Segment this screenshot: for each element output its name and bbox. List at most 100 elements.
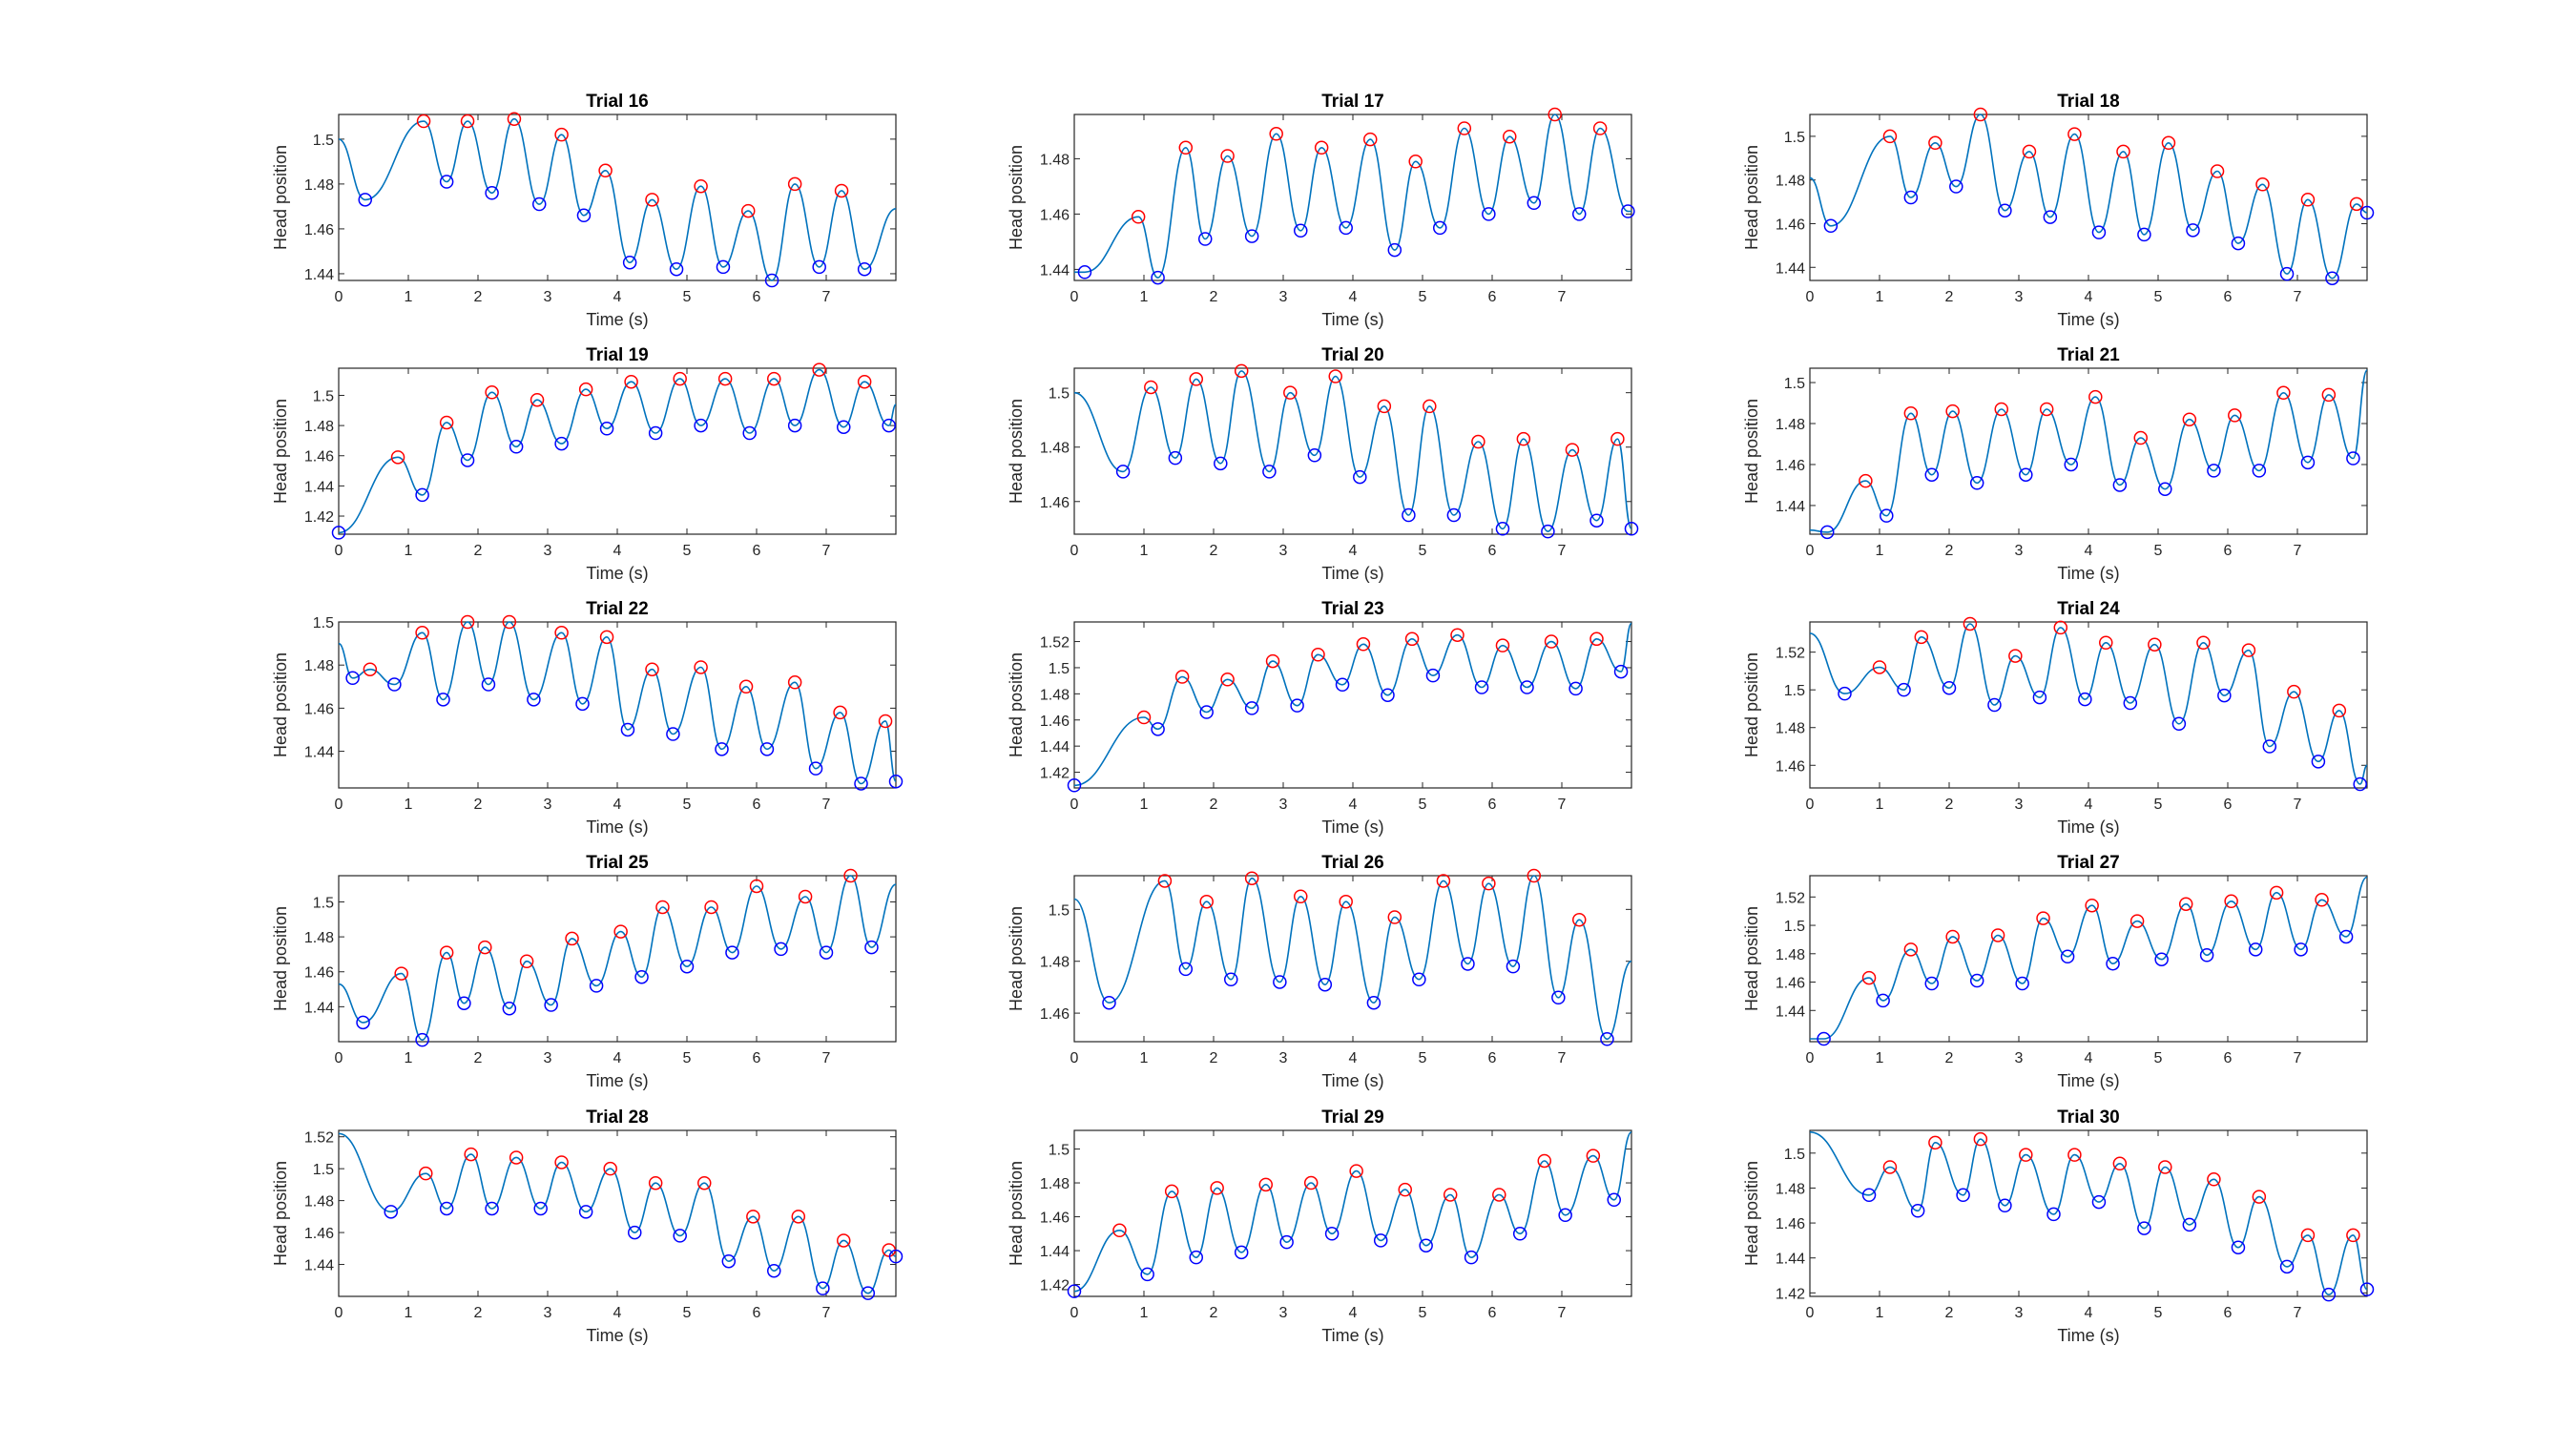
chart-panel: Trial 20 0 1 2 3 4 5 6 7 1.46 1.48 1.5 Time (s) Head … — [1007, 345, 1639, 583]
plot-area — [338, 367, 897, 535]
trough-marker — [767, 1263, 781, 1278]
trough-marker — [1924, 976, 1939, 991]
x-tick-label: 1 — [1876, 797, 1884, 813]
chart-title: Trial 23 — [1321, 599, 1384, 619]
peak-marker — [2036, 911, 2050, 925]
y-tick-label: 1.46 — [1040, 495, 1070, 511]
trough-marker — [1140, 1267, 1154, 1282]
peak-marker — [833, 705, 847, 720]
trough-marker — [669, 261, 684, 277]
chart-panel: Trial 28 0 1 2 3 4 5 6 7 1.44 1.46 1.48 1.5 1.52 Time … — [271, 1107, 904, 1345]
x-tick-label: 3 — [1279, 1050, 1288, 1066]
peak-marker — [519, 954, 534, 968]
peak-marker — [2276, 385, 2291, 401]
chart-panel: Trial 16 0 1 2 3 4 5 6 7 1.44 1.46 1.48 1.5 Time (s) H… — [271, 92, 897, 329]
peak-marker — [530, 392, 545, 407]
y-tick-label: 1.48 — [1040, 441, 1070, 457]
trough-marker — [812, 259, 826, 275]
trough-marker — [1495, 522, 1510, 536]
trough-marker — [2231, 236, 2246, 251]
trough-marker — [1880, 508, 1894, 523]
x-tick-label: 6 — [753, 797, 761, 813]
y-tick-label: 1.46 — [1776, 217, 1805, 233]
peak-marker — [645, 662, 659, 676]
chart-panel: Trial 27 0 1 2 3 4 5 6 7 1.44 1.46 1.48 1.5 1.52 Time … — [1742, 853, 2368, 1090]
x-tick-label: 7 — [2294, 1305, 2302, 1321]
y-tick-label: 1.5 — [313, 615, 334, 631]
trough-marker — [819, 945, 834, 960]
trough-marker — [1387, 242, 1402, 258]
trough-marker — [1838, 686, 1852, 701]
y-axis-label: Head position — [1742, 1161, 1761, 1266]
peak-marker — [613, 924, 628, 939]
peak-marker — [2133, 430, 2148, 445]
trough-marker — [2158, 482, 2172, 496]
peak-marker — [464, 1147, 478, 1162]
x-tick-label: 2 — [474, 289, 483, 305]
x-tick-label: 6 — [2224, 1305, 2233, 1321]
peak-marker — [439, 945, 454, 960]
chart-panel: Trial 29 0 1 2 3 4 5 6 7 1.42 1.44 1.46 1.48 1.5 Time … — [1007, 1107, 1632, 1345]
trough-marker — [1262, 465, 1277, 479]
trough-marker — [1446, 507, 1462, 523]
y-tick-label: 1.5 — [1784, 919, 1805, 935]
trough-marker — [358, 193, 372, 207]
x-tick-label: 3 — [2015, 289, 2024, 305]
peak-marker — [2224, 894, 2238, 909]
peak-marker — [1963, 616, 1978, 631]
x-tick-label: 2 — [1945, 289, 1954, 305]
y-tick-label: 1.46 — [1040, 714, 1070, 730]
y-tick-label: 1.42 — [1040, 1278, 1070, 1294]
head-position-line — [1073, 875, 1632, 1041]
trough-marker — [673, 1229, 687, 1243]
trough-marker — [1067, 778, 1082, 793]
trough-marker — [1600, 1032, 1614, 1046]
chart-title: Trial 22 — [586, 599, 649, 619]
x-tick-label: 0 — [335, 1050, 343, 1066]
trough-marker — [2279, 1259, 2295, 1274]
trough-marker — [2186, 223, 2200, 238]
x-tick-label: 3 — [2015, 1050, 2024, 1066]
peak-marker — [2067, 1148, 2082, 1162]
trough-marker — [1244, 229, 1259, 243]
trough-marker — [589, 979, 604, 993]
trough-marker — [666, 727, 680, 741]
trough-marker — [1353, 469, 1367, 485]
x-tick-label: 2 — [474, 797, 483, 813]
y-tick-label: 1.44 — [304, 1258, 334, 1274]
peak-marker — [787, 176, 802, 192]
x-tick-label: 5 — [683, 1050, 692, 1066]
trough-marker — [715, 742, 729, 756]
y-tick-label: 1.46 — [1040, 1211, 1070, 1227]
trough-marker — [1568, 681, 1583, 696]
trough-marker — [1373, 1233, 1388, 1248]
chart-title: Trial 21 — [2057, 345, 2120, 365]
trough-marker — [533, 1201, 548, 1216]
head-position-line — [338, 875, 897, 1042]
y-tick-label: 1.48 — [1040, 955, 1070, 971]
x-tick-label: 5 — [683, 797, 692, 813]
peak-marker — [1199, 894, 1214, 909]
y-tick-label: 1.46 — [304, 701, 334, 717]
trough-marker — [1924, 467, 1939, 482]
y-tick-label: 1.48 — [1776, 417, 1805, 433]
peak-marker — [460, 114, 475, 129]
trough-marker — [1607, 1192, 1621, 1208]
trough-marker — [1151, 270, 1165, 285]
peak-marker — [2022, 144, 2037, 159]
x-axis-label: Time (s) — [2057, 310, 2119, 329]
peak-marker — [1589, 631, 1604, 647]
trough-marker — [509, 440, 524, 454]
x-tick-label: 0 — [335, 1305, 343, 1321]
trough-marker — [622, 255, 637, 270]
peak-marker — [1859, 473, 1873, 488]
y-axis-label: Head position — [271, 399, 290, 504]
peak-marker — [857, 374, 872, 389]
y-tick-label: 1.44 — [1776, 1252, 1805, 1268]
peak-marker — [2099, 635, 2113, 650]
trough-marker — [628, 1225, 642, 1240]
trough-marker — [485, 1201, 499, 1216]
trough-marker — [2112, 478, 2128, 492]
x-tick-label: 1 — [1876, 1050, 1884, 1066]
peak-marker — [1220, 673, 1235, 687]
